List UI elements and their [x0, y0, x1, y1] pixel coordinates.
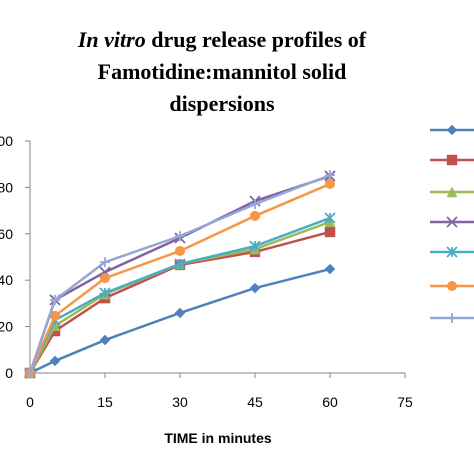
legend-marker — [446, 154, 458, 166]
marker — [325, 178, 335, 189]
y-tick-label: 100 — [0, 133, 13, 149]
series-line — [29, 267, 331, 375]
legend-marker — [446, 216, 458, 228]
y-tick-label: 40 — [0, 272, 13, 288]
x-axis-label: TIME in minutes — [164, 430, 272, 446]
legend-marker — [446, 246, 458, 258]
x-tick-label: 15 — [97, 394, 113, 410]
marker — [50, 294, 60, 305]
y-tick-label: 0 — [5, 365, 13, 381]
marker — [250, 210, 260, 221]
x-tick-label: 60 — [322, 394, 338, 410]
legend-marker — [446, 124, 458, 136]
x-tick-label: 45 — [247, 394, 263, 410]
marker — [324, 212, 336, 224]
chart-title: dispersions — [169, 91, 275, 116]
marker — [324, 226, 336, 238]
title-part: drug release profiles of — [151, 27, 367, 52]
legend-marker — [447, 281, 457, 291]
chart-title: In vitro drug release profiles of — [77, 27, 367, 52]
marker — [175, 245, 185, 256]
x-tick-label: 0 — [26, 394, 34, 410]
marker — [175, 231, 185, 242]
y-tick-label: 20 — [0, 319, 13, 335]
series-line — [28, 216, 331, 374]
marker — [174, 258, 186, 270]
marker — [49, 355, 61, 367]
series-line — [28, 230, 331, 374]
marker — [250, 199, 260, 210]
marker — [100, 273, 110, 284]
marker — [99, 287, 111, 299]
series-line — [28, 182, 331, 374]
x-tick-label: 75 — [397, 394, 413, 410]
marker — [100, 257, 110, 268]
y-tick-label: 80 — [0, 179, 13, 195]
legend-marker — [447, 313, 457, 323]
marker — [324, 263, 336, 275]
marker — [99, 334, 111, 346]
marker — [50, 310, 60, 321]
marker — [249, 282, 261, 294]
chart-title: Famotidine:mannitol solid — [98, 59, 347, 84]
legend-marker — [446, 186, 458, 198]
marker — [174, 307, 186, 319]
marker — [25, 368, 35, 378]
series-line — [28, 174, 331, 374]
marker — [249, 240, 261, 252]
title-part: In vitro — [77, 27, 146, 52]
x-tick-label: 30 — [172, 394, 188, 410]
series-line — [28, 173, 331, 374]
y-tick-label: 60 — [0, 226, 13, 242]
marker — [325, 170, 335, 181]
